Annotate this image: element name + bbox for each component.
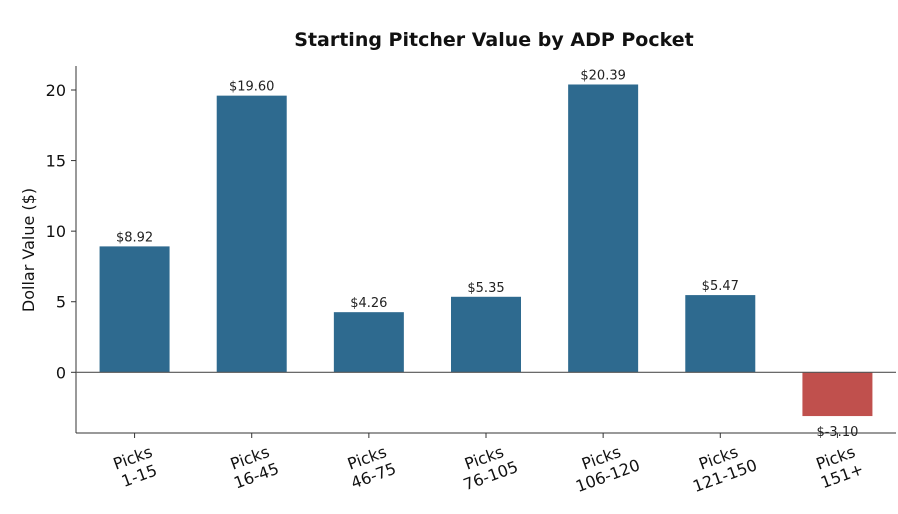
y-tick-label: 10	[46, 222, 66, 241]
x-tick-label: Picks151+	[812, 441, 866, 492]
bar	[216, 95, 287, 373]
bar	[802, 372, 873, 417]
y-axis-label: Dollar Value ($)	[19, 188, 38, 312]
bar	[451, 296, 521, 373]
plot-area: 0 5 10 15 20 $8.92 Picks1-15 $19.60 Picks16-45 $4…	[46, 66, 896, 496]
y-tick-label: 5	[56, 293, 66, 312]
x-tick-label: Picks106-120	[567, 437, 643, 496]
bar	[685, 295, 756, 373]
data-label: $-3.10	[816, 425, 858, 440]
data-label: $4.26	[350, 296, 387, 311]
y-tick-label: 15	[46, 152, 66, 171]
data-label: $8.92	[116, 230, 153, 245]
x-tick-label: Picks46-75	[342, 441, 399, 493]
x-tick-label: Picks16-45	[225, 441, 282, 493]
bar	[568, 84, 639, 373]
x-tick-label: Picks1-15	[111, 442, 162, 491]
data-label: $20.39	[580, 68, 626, 83]
bar	[99, 246, 170, 373]
chart-title: Starting Pitcher Value by ADP Pocket	[294, 29, 693, 51]
x-tick-label: Picks121-150	[684, 437, 760, 496]
bar	[333, 312, 404, 373]
y-tick-label: 20	[46, 81, 66, 100]
data-label: $5.35	[467, 281, 504, 296]
y-tick-label: 0	[56, 363, 66, 382]
data-label: $5.47	[702, 279, 739, 294]
x-tick-label: Picks76-105	[454, 439, 520, 494]
data-label: $19.60	[229, 80, 275, 95]
